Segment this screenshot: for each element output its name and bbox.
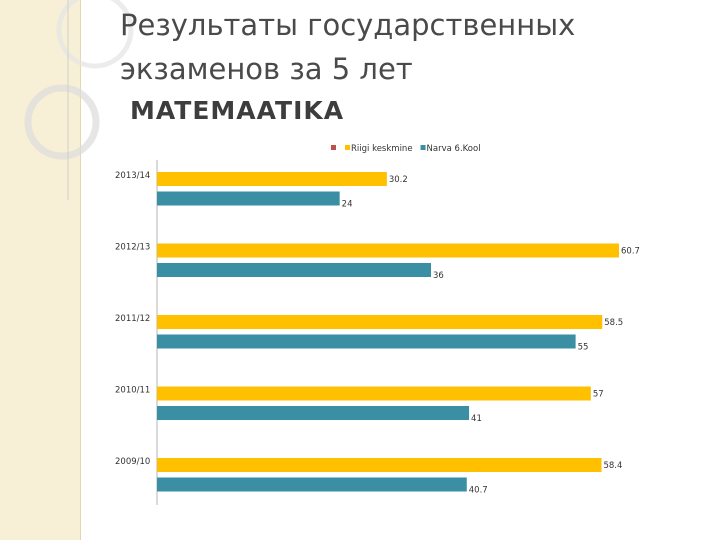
decorative-rings (24, 0, 134, 200)
bar-2 (157, 334, 576, 349)
data-label: 41 (471, 414, 482, 424)
decorative-ring (24, 84, 100, 160)
legend-marker-series-2 (420, 145, 426, 150)
bar-2 (157, 191, 340, 206)
category-label: 2011/12 (115, 314, 150, 324)
legend-marker-series-1 (345, 145, 350, 150)
legend-label-series-2: Narva 6.Kool (427, 144, 481, 154)
data-label: 58.4 (603, 461, 622, 471)
category-label: 2012/13 (115, 243, 150, 253)
bar-1 (157, 243, 619, 258)
data-label: 24 (342, 200, 353, 210)
data-label: 40.7 (469, 486, 488, 496)
decorative-ring (56, 0, 134, 69)
bar-2 (157, 477, 467, 492)
data-label: 60.7 (621, 247, 640, 257)
bar-1 (157, 458, 602, 472)
category-label: 2013/14 (115, 171, 150, 181)
data-label: 30.2 (389, 175, 408, 185)
data-label: 36 (433, 271, 444, 281)
data-label: 55 (578, 343, 589, 353)
bar-2 (157, 406, 470, 420)
data-label: 58.5 (604, 318, 623, 328)
bar-1 (157, 386, 591, 401)
legend-label-series-1: Riigi keskmine (351, 144, 413, 154)
slide-title-line-1: Результаты государственных (120, 8, 576, 42)
slide-subtitle: MATEMAATIKA (130, 96, 345, 125)
bar-1 (157, 172, 387, 186)
data-label: 57 (593, 390, 604, 400)
legend-marker-unnamed (331, 145, 336, 150)
slide-title-line-2: экзаменов за 5 лет (120, 52, 413, 86)
bar-1 (157, 315, 603, 329)
category-label: 2010/11 (115, 386, 150, 396)
bar-2 (157, 263, 432, 277)
category-label: 2009/10 (115, 457, 150, 467)
